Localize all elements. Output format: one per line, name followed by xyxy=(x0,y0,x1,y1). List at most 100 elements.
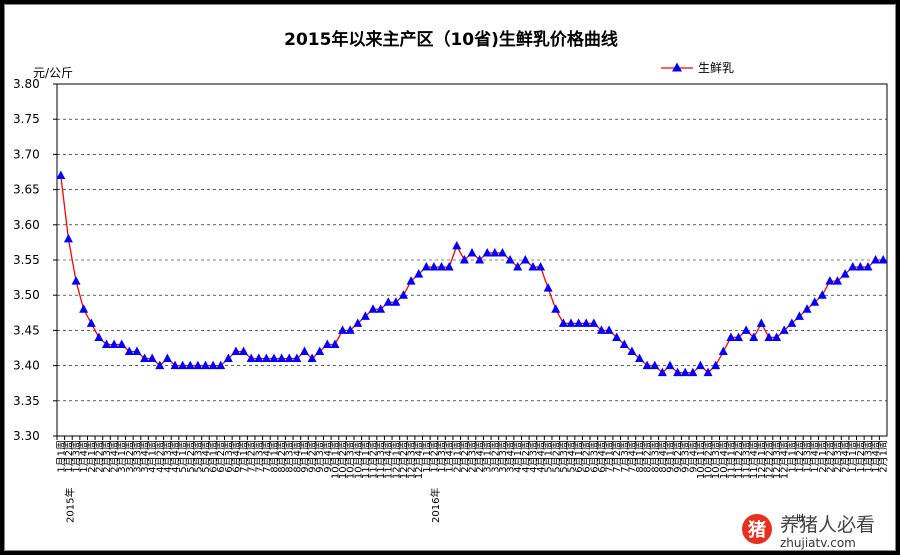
data-point-marker xyxy=(482,247,492,257)
x-tick-label: 1月4周 xyxy=(444,440,456,473)
x-tick-label: 7月2周 xyxy=(611,440,623,473)
x-tick-label: 8月2周 xyxy=(642,440,654,473)
data-point-marker xyxy=(437,262,447,271)
data-point-marker xyxy=(452,240,462,250)
data-point-marker xyxy=(444,262,454,271)
watermark-logo-char: 猪 xyxy=(747,519,766,541)
data-point-marker xyxy=(673,367,683,377)
data-point-marker xyxy=(208,360,218,370)
x-tick-label: 9月1周 xyxy=(299,440,311,473)
x-tick-label: 5月3周 xyxy=(192,440,204,473)
x-year-label: 2015年 xyxy=(63,488,76,523)
x-tick-label: 9月2周 xyxy=(672,440,684,473)
x-tick-label: 8月2周 xyxy=(276,440,288,473)
data-point-marker xyxy=(642,360,652,370)
data-point-marker xyxy=(79,304,89,313)
x-tick-label: 6月3周 xyxy=(223,440,235,473)
x-tick-label: 2月1周 xyxy=(86,440,98,473)
x-tick-label: 3月2周 xyxy=(489,440,501,473)
y-tick-label: 3.75 xyxy=(13,112,40,126)
data-point-marker xyxy=(299,346,309,356)
data-point-marker xyxy=(391,297,401,306)
data-point-marker xyxy=(878,255,888,264)
x-tick-label: 11月2周 xyxy=(368,440,380,479)
x-tick-label: 2月3周 xyxy=(101,440,113,473)
legend: 生鲜乳 xyxy=(661,61,734,75)
data-point-marker xyxy=(467,247,477,257)
data-point-marker xyxy=(490,247,500,257)
gridlines xyxy=(57,118,887,402)
data-point-marker xyxy=(581,318,591,327)
x-tick-label: 3月2周 xyxy=(124,440,136,473)
x-tick-label: 10月4周 xyxy=(352,440,364,479)
x-tick-label: 4月4周 xyxy=(535,440,547,473)
x-tick-label: 1月3周 xyxy=(436,440,448,473)
x-tick-label: 12月2周 xyxy=(763,440,775,479)
data-point-marker xyxy=(101,339,111,348)
data-point-marker xyxy=(817,290,827,299)
x-tick-label: 2月4周 xyxy=(474,440,486,473)
x-tick-label: 8月3周 xyxy=(649,440,661,473)
data-point-marker xyxy=(239,346,249,356)
data-point-marker xyxy=(193,360,203,370)
x-tick-label: 1月4周 xyxy=(870,440,882,473)
data-point-marker xyxy=(764,332,774,341)
x-tick-label: 6月2周 xyxy=(581,440,593,473)
plot-area xyxy=(56,83,888,437)
x-tick-label: 7月4周 xyxy=(626,440,638,473)
data-point-marker xyxy=(368,304,378,313)
x-tick-label: 11月2周 xyxy=(733,440,745,479)
x-tick-label: 10月1周 xyxy=(329,440,341,479)
x-tick-label: 9月2周 xyxy=(307,440,319,473)
x-tick-label: 10月3周 xyxy=(710,440,722,479)
x-tick-label: 2月1周 xyxy=(817,440,829,473)
x-tick-label: 12月1周 xyxy=(390,440,402,479)
data-point-marker xyxy=(56,170,66,180)
data-point-marker xyxy=(619,339,629,348)
data-point-marker xyxy=(170,360,180,370)
x-tick-label: 10月4周 xyxy=(718,440,730,479)
x-tick-label: 4月1周 xyxy=(147,440,159,473)
y-tick-label: 3.50 xyxy=(13,288,40,302)
data-point-marker xyxy=(398,290,408,299)
y-axis-ticks: 3.30 3.35 3.40 3.45 3.50 3.55 3.60 3.65 3.70 3.75… xyxy=(13,77,57,443)
chart-title: 2015年以来主产区（10省)生鲜乳价格曲线 xyxy=(284,29,618,50)
data-point-marker xyxy=(315,346,325,356)
x-tick-label: 11月4周 xyxy=(748,440,760,479)
x-tick-label: 7月1周 xyxy=(604,440,616,473)
data-point-marker xyxy=(322,339,332,348)
data-point-marker xyxy=(749,332,759,341)
data-point-marker xyxy=(86,318,96,327)
data-point-marker xyxy=(200,360,210,370)
x-tick-label: 2月1周 xyxy=(451,440,463,473)
data-point-marker xyxy=(345,325,355,334)
x-tick-label: 4月3周 xyxy=(527,440,539,473)
x-tick-label: 12月3周 xyxy=(406,440,418,479)
data-point-marker xyxy=(307,353,317,363)
data-point-marker xyxy=(132,346,142,356)
data-point-marker xyxy=(635,353,645,363)
data-point-marker xyxy=(429,262,439,271)
data-point-marker xyxy=(810,297,820,306)
data-point-marker xyxy=(833,276,843,285)
data-point-marker xyxy=(246,353,256,363)
data-point-marker xyxy=(566,318,576,327)
x-tick-label: 5月3周 xyxy=(558,440,570,473)
data-point-marker xyxy=(848,262,858,271)
data-point-marker xyxy=(216,360,226,370)
data-point-marker xyxy=(596,325,606,334)
data-point-marker xyxy=(772,332,782,341)
x-tick-label: 2月4周 xyxy=(840,440,852,473)
y-tick-label: 3.30 xyxy=(13,429,40,443)
x-tick-label: 3月1周 xyxy=(482,440,494,473)
data-point-marker xyxy=(162,353,172,363)
data-point-marker xyxy=(551,304,561,313)
data-point-marker xyxy=(612,332,622,341)
x-tick-label: 9月4周 xyxy=(687,440,699,473)
data-point-marker xyxy=(718,346,728,356)
legend-label: 生鲜乳 xyxy=(698,61,734,75)
data-point-marker xyxy=(558,318,568,327)
x-tick-label: 1月2周 xyxy=(63,440,75,473)
data-point-marker xyxy=(94,332,104,341)
x-tick-label: 2月1周 xyxy=(878,440,890,473)
